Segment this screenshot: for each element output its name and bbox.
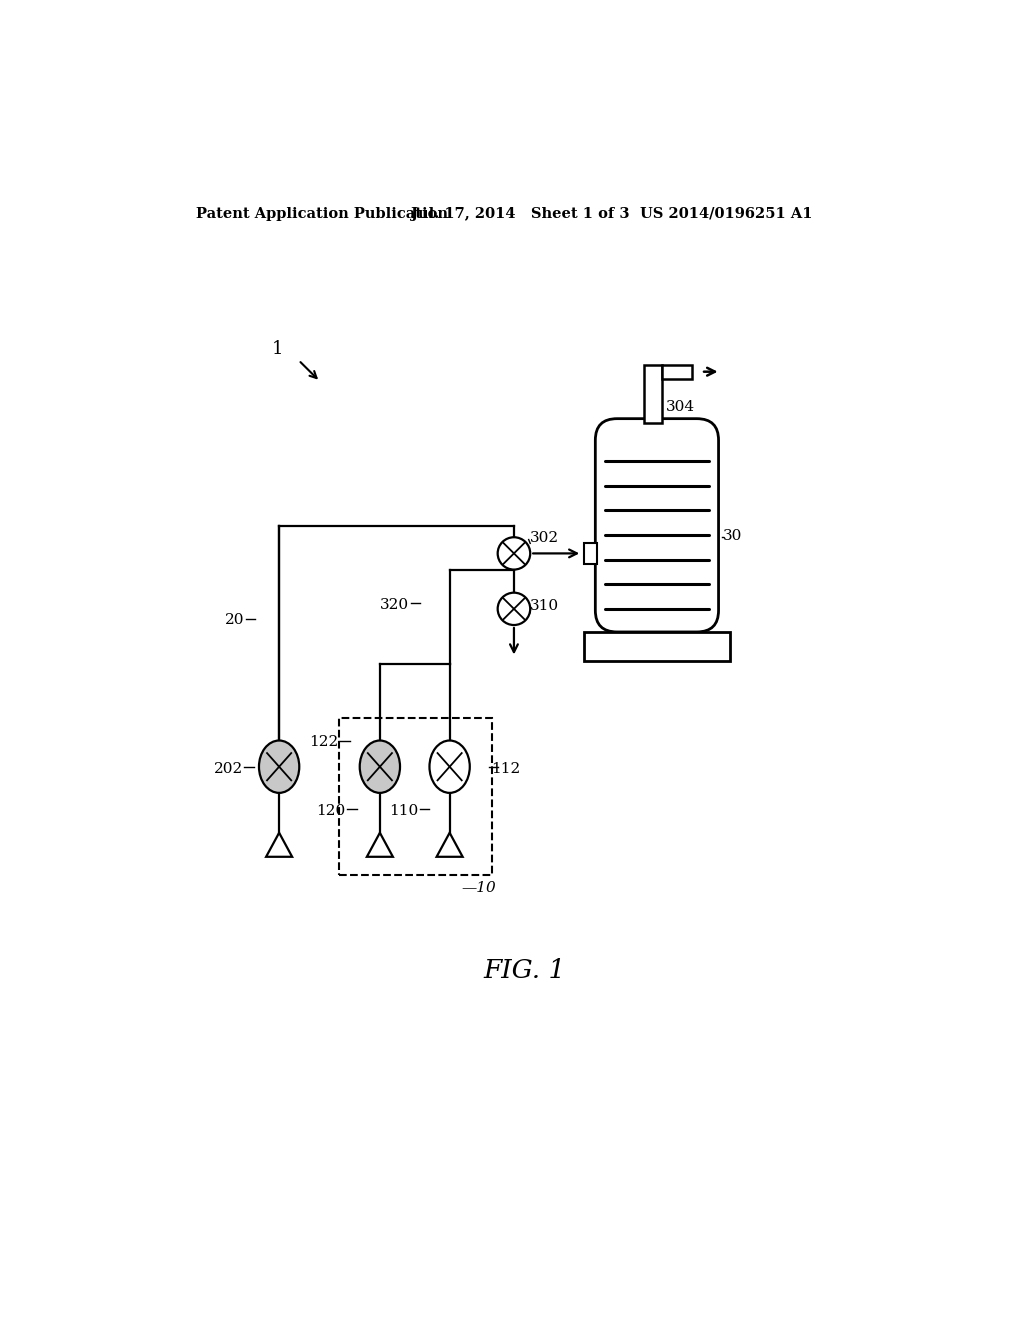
Text: FIG. 1: FIG. 1 — [483, 958, 566, 983]
Ellipse shape — [498, 593, 530, 626]
Bar — [584, 632, 730, 661]
Text: 320: 320 — [380, 598, 410, 612]
Text: 302: 302 — [530, 531, 559, 545]
Text: 1: 1 — [271, 341, 284, 358]
Text: Jul. 17, 2014   Sheet 1 of 3: Jul. 17, 2014 Sheet 1 of 3 — [411, 207, 630, 220]
Text: 120: 120 — [316, 804, 346, 817]
Ellipse shape — [359, 741, 400, 793]
Text: 112: 112 — [490, 762, 520, 776]
Ellipse shape — [259, 741, 299, 793]
Text: Patent Application Publication: Patent Application Publication — [197, 207, 449, 220]
FancyBboxPatch shape — [595, 418, 719, 632]
Text: 30: 30 — [723, 529, 742, 543]
Bar — [663, 364, 692, 379]
Text: 20: 20 — [224, 614, 245, 627]
Text: 304: 304 — [667, 400, 695, 414]
Bar — [644, 364, 663, 422]
Ellipse shape — [498, 537, 530, 570]
Bar — [585, 543, 597, 564]
Text: 202: 202 — [213, 762, 243, 776]
Text: US 2014/0196251 A1: US 2014/0196251 A1 — [640, 207, 812, 220]
Text: 122: 122 — [309, 735, 339, 748]
Text: —10: —10 — [461, 882, 496, 895]
Ellipse shape — [429, 741, 470, 793]
Text: 310: 310 — [530, 599, 559, 612]
Bar — [339, 718, 493, 875]
Text: 110: 110 — [389, 804, 419, 817]
